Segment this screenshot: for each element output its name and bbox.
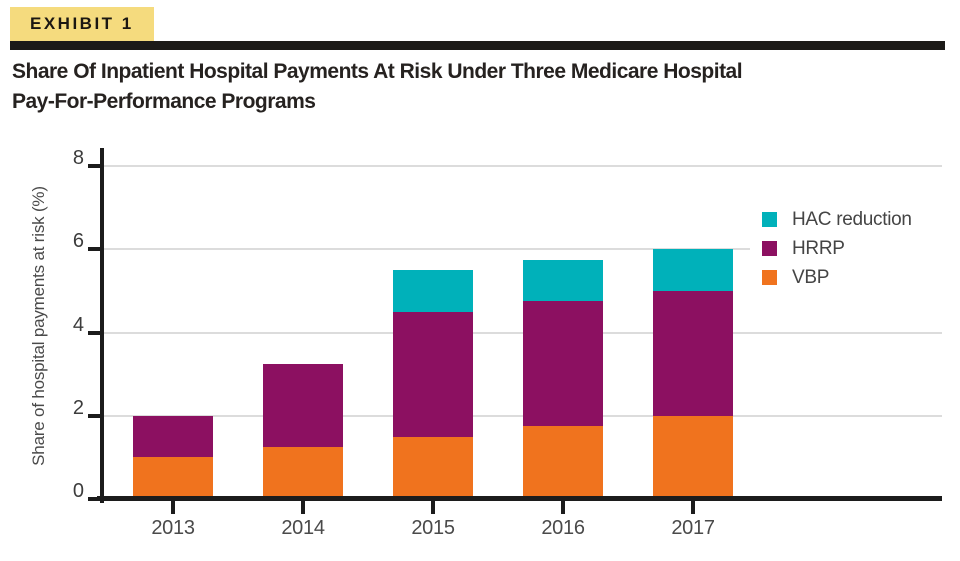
chart-title-line1: Share Of Inpatient Hospital Payments At … [12,60,743,83]
gridline-6 [104,248,942,250]
x-tick-2014 [301,501,305,514]
y-tick-label-6: 6 [72,230,84,252]
x-tick-label-2013: 2013 [151,517,195,539]
legend-swatch-hrrp-icon [762,241,777,256]
bar-segment-hac-reduction-2017 [653,249,733,291]
bar-segment-vbp-2017 [653,415,733,499]
y-axis-line [100,148,104,503]
exhibit-badge-label: EXHIBIT 1 [30,14,134,33]
x-tick-label-2015: 2015 [411,517,455,539]
x-tick-label-2016: 2016 [541,517,585,539]
exhibit-badge: EXHIBIT 1 [10,7,154,41]
x-tick-label-2014: 2014 [281,517,325,539]
y-tick-0 [88,497,104,501]
x-tick-2017 [691,501,695,514]
y-tick-2 [88,414,104,418]
y-tick-label-4: 4 [72,314,84,336]
x-tick-2015 [431,501,435,514]
legend-label-hrrp: HRRP [792,238,845,259]
x-tick-2013 [171,501,175,514]
exhibit-rule [10,41,945,50]
legend-swatch-vbp-icon [762,270,777,285]
x-axis-line [97,496,942,501]
y-tick-4 [88,331,104,335]
bar-segment-hrrp-2017 [653,291,733,416]
bar-segment-hrrp-2014 [263,363,343,447]
chart-title: Share Of Inpatient Hospital Payments At … [12,57,892,117]
bar-segment-hac-reduction-2015 [393,270,473,312]
y-tick-6 [88,247,104,251]
legend-label-hac-reduction: HAC reduction [792,209,912,230]
bar-segment-hrrp-2013 [133,415,213,458]
bar-segment-hrrp-2015 [393,311,473,437]
x-tick-2016 [561,501,565,514]
bar-segment-vbp-2015 [393,436,473,499]
bar-segment-hac-reduction-2016 [523,259,603,302]
chart-title-line2: Pay-For-Performance Programs [12,90,316,113]
x-tick-label-2017: 2017 [671,517,715,539]
y-tick-label-0: 0 [72,480,84,502]
y-tick-label-8: 8 [72,147,84,169]
bar-segment-hrrp-2016 [523,301,603,427]
bar-segment-vbp-2014 [263,447,343,499]
gridline-8 [104,165,942,167]
legend-label-vbp: VBP [792,267,830,288]
bar-segment-vbp-2013 [133,457,213,499]
legend-swatch-hac-reduction-icon [762,212,777,227]
y-tick-label-2: 2 [72,397,84,419]
legend: HAC reduction HRRP VBP [750,200,950,294]
bar-segment-vbp-2016 [523,426,603,499]
y-axis-title: Share of hospital payments at risk (%) [29,186,48,466]
y-tick-8 [88,164,104,168]
